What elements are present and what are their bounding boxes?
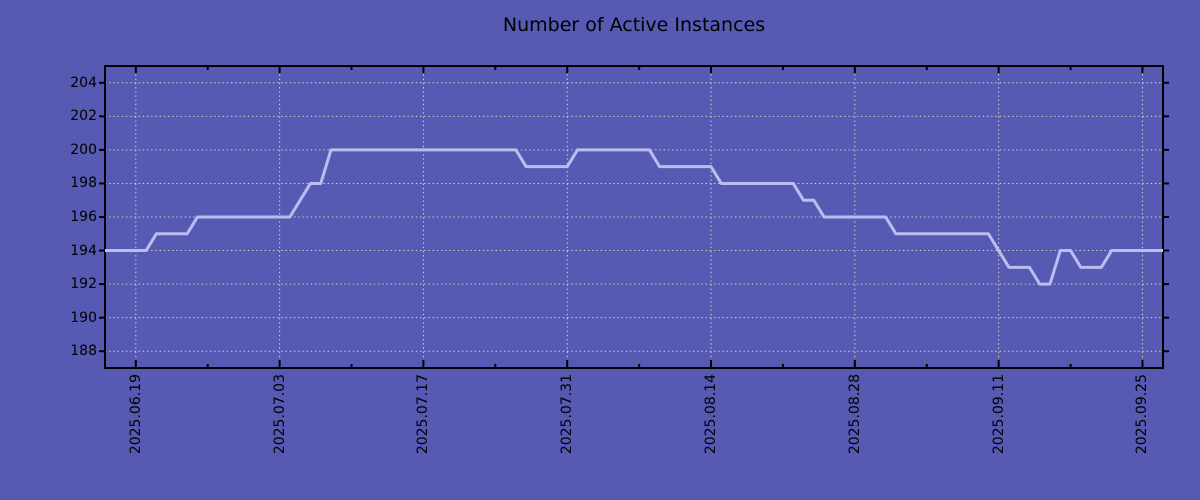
y-tick-label: 204 [70,74,97,91]
y-tick-label: 192 [70,276,97,293]
y-tick-label: 190 [70,309,97,326]
y-tick-label: 200 [70,141,97,158]
x-tick-label: 2025.08.28 [846,374,863,455]
plot-frame [104,65,1164,369]
y-tick-label: 202 [70,108,97,125]
y-tick-label: 198 [70,175,97,192]
x-tick-label: 2025.07.03 [271,374,288,455]
y-tick-label: 188 [70,343,97,360]
x-tick-label: 2025.09.25 [1134,374,1151,455]
x-tick-label: 2025.06.19 [127,374,144,455]
y-tick-label: 196 [70,209,97,225]
chart-title: Number of Active Instances [502,14,766,36]
y-tick-label: 194 [70,242,97,259]
x-tick-label: 2025.07.31 [559,374,576,455]
plot-area [99,65,1169,369]
x-tick-label: 2025.08.14 [703,374,720,455]
x-tick-label: 2025.07.17 [415,374,432,455]
x-tick-label: 2025.09.11 [990,374,1007,455]
data-line-active_instances [105,148,1163,286]
